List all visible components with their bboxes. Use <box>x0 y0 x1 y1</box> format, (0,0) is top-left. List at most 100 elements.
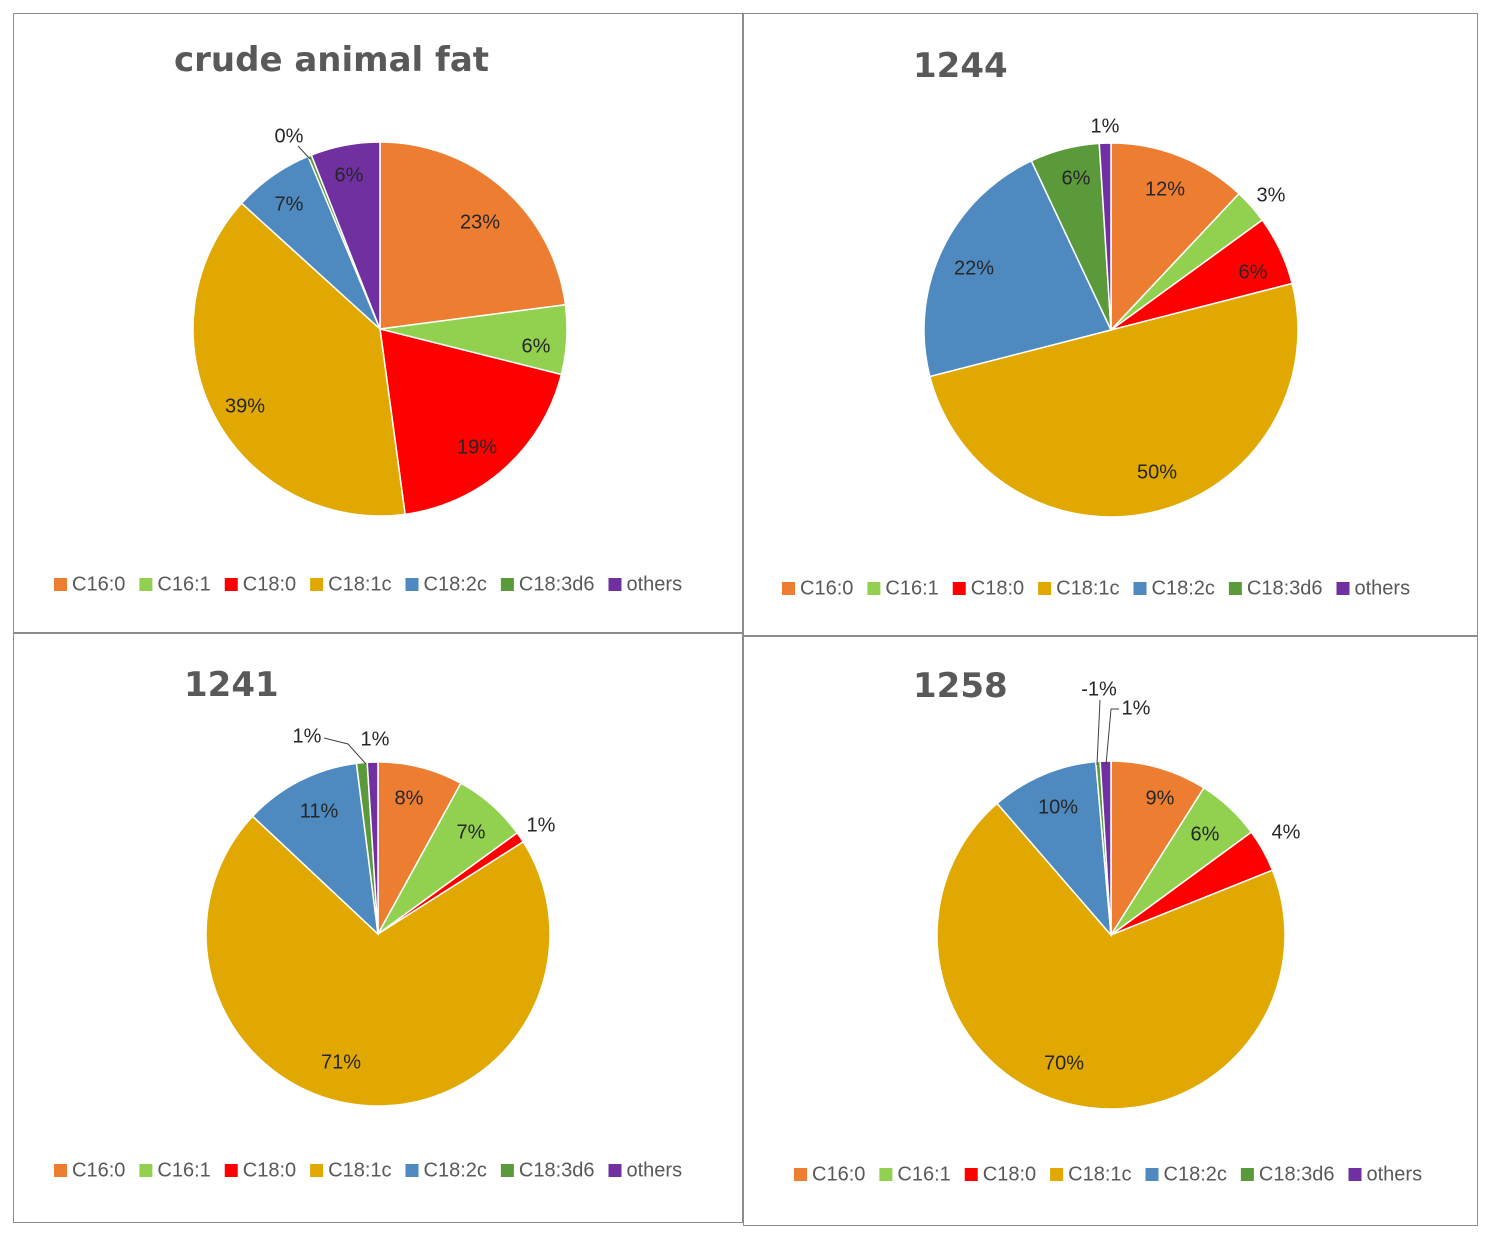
pie-slice-c16-0 <box>1110 142 1241 332</box>
data-label-c18-0: 19% <box>457 436 497 458</box>
pie-slice-c18-1c <box>192 202 406 517</box>
legend-swatch-c16-0 <box>54 578 67 591</box>
data-label-c18-3d6: 1% <box>293 725 322 747</box>
pie-slice-others <box>1099 760 1112 936</box>
data-label-c16-0: 8% <box>395 787 424 809</box>
legend-swatch-c18-1c <box>1038 582 1052 595</box>
legend-label-c16-0: C16:0 <box>812 1163 865 1185</box>
chart-panel-crude-animal-fat: crude animal fat 23% 6% 19% 39% 7% 0% 6% C16:0 C1… <box>13 13 743 633</box>
data-label-c18-1c: 39% <box>225 395 265 417</box>
legend-label-c18-1c: C18:1c <box>1056 577 1119 599</box>
leader-line <box>297 145 311 160</box>
legend-label-c18-2c: C18:2c <box>424 573 487 595</box>
legend-label-c18-2c: C18:2c <box>1164 1163 1227 1185</box>
legend-swatch-c18-2c <box>405 1164 419 1177</box>
legend-swatch-c16-1 <box>139 578 153 591</box>
legend-label-c18-1c: C18:1c <box>328 573 391 595</box>
legend-swatch-c18-2c <box>405 578 419 591</box>
data-label-c18-3d6: 6% <box>1062 167 1091 189</box>
legend: C16:0 C16:1 C18:0 C18:1c C18:2c C18:3d6 others <box>54 1159 682 1181</box>
data-label-others: 6% <box>335 164 364 186</box>
legend-label-others: others <box>627 1159 683 1181</box>
chart-panel-1244: 1244 12% 3% 6% 50% 22% 6% 1% C16:0 C16:1 C18:0 C18:… <box>743 13 1478 636</box>
chart-panel-1258: 1258 9% 6% 4% 70% 10% -1% 1% C16:0 C16:1 C18:0 C18:… <box>743 636 1478 1226</box>
legend-swatch-c18-0 <box>964 1168 978 1181</box>
data-label-c18-2c: 10% <box>1038 796 1078 818</box>
legend-label-c16-0: C16:0 <box>72 1159 125 1181</box>
legend-label-c18-3d6: C18:3d6 <box>519 1159 595 1181</box>
legend-label-c18-0: C18:0 <box>243 1159 296 1181</box>
legend-swatch-c16-0 <box>782 582 795 595</box>
data-label-others: 1% <box>361 728 390 750</box>
data-label-c18-0: 6% <box>1239 261 1268 283</box>
legend-swatch-c18-0 <box>952 582 966 595</box>
pie-slice-c16-0 <box>379 141 567 330</box>
data-label-c18-0: 4% <box>1272 821 1301 843</box>
data-label-c16-1: 6% <box>522 335 551 357</box>
data-label-c18-0: 1% <box>527 814 556 836</box>
chart-title: 1244 <box>913 46 1008 86</box>
legend-swatch-others <box>608 1164 622 1177</box>
legend-swatch-c18-3d6 <box>1240 1168 1254 1181</box>
pie-slice-c18-2c <box>996 760 1112 938</box>
pie-slice-others <box>310 141 381 330</box>
legend-swatch-c16-1 <box>867 582 881 595</box>
data-label-c16-1: 7% <box>457 821 486 843</box>
leader-line <box>1105 708 1119 766</box>
data-label-c18-2c: 7% <box>275 193 304 215</box>
legend-label-c18-2c: C18:2c <box>1152 577 1215 599</box>
pie-chart-svg: 1241 8% 7% 1% 71% 11% 1% 1% C16:0 C16:1 C18:0 C18:1… <box>54 665 682 1181</box>
pie-slice-others <box>1098 142 1112 331</box>
legend-swatch-c18-2c <box>1133 582 1147 595</box>
pie-slice-c18-1c <box>928 282 1299 518</box>
legend-swatch-c18-0 <box>224 1164 238 1177</box>
legend-swatch-c18-3d6 <box>500 578 514 591</box>
leader-line <box>1096 699 1101 766</box>
data-label-c16-0: 23% <box>460 211 500 233</box>
chart-title: 1241 <box>184 665 279 705</box>
chart-title: 1258 <box>913 666 1008 706</box>
chart-title: crude animal fat <box>174 40 489 80</box>
pie-chart-svg: 1258 9% 6% 4% 70% 10% -1%1% C16:0 C16:1 C18:0 C18:… <box>794 666 1423 1185</box>
data-label-c18-1c: 50% <box>1137 461 1177 483</box>
legend-swatch-c18-1c <box>1050 1168 1064 1181</box>
legend-label-others: others <box>627 573 683 595</box>
data-label-c18-1c: 70% <box>1044 1052 1084 1074</box>
data-label-others: 1% <box>1091 115 1120 137</box>
pie-slice-c18-2c <box>251 762 380 936</box>
legend-label-c16-0: C16:0 <box>72 573 125 595</box>
data-label-c18-2c: 22% <box>954 257 994 279</box>
legend: C16:0 C16:1 C18:0 C18:1c C18:2c C18:3d6 others <box>54 573 682 595</box>
legend-label-c16-1: C16:1 <box>157 573 210 595</box>
pie-slice-c16-0 <box>1110 760 1205 938</box>
legend-label-c18-0: C18:0 <box>971 577 1024 599</box>
legend-swatch-c16-0 <box>794 1168 807 1181</box>
data-label-c16-1: 6% <box>1191 823 1220 845</box>
pie-slice-c18-2c <box>923 159 1113 378</box>
legend-label-c18-3d6: C18:3d6 <box>519 573 595 595</box>
legend-label-c18-3d6: C18:3d6 <box>1247 577 1323 599</box>
pie-slice-c18-0 <box>379 328 563 516</box>
legend-swatch-c18-1c <box>310 1164 324 1177</box>
data-label-c18-1c: 71% <box>321 1051 361 1073</box>
legend-label-c18-0: C18:0 <box>243 573 296 595</box>
data-label-c16-0: 9% <box>1146 787 1175 809</box>
legend-swatch-c18-1c <box>310 578 324 591</box>
legend-label-c18-3d6: C18:3d6 <box>1259 1163 1335 1185</box>
legend-label-c18-1c: C18:1c <box>1068 1163 1131 1185</box>
data-label-others: 1% <box>1122 697 1151 719</box>
pie-slice-c18-1c <box>205 815 551 1107</box>
legend-label-c18-1c: C18:1c <box>328 1159 391 1181</box>
legend-swatch-c16-1 <box>879 1168 893 1181</box>
legend-swatch-c18-0 <box>224 578 238 591</box>
legend-label-c16-1: C16:1 <box>897 1163 950 1185</box>
legend-label-c16-1: C16:1 <box>157 1159 210 1181</box>
data-label-c18-3d6: 0% <box>275 125 304 147</box>
legend-swatch-others <box>608 578 622 591</box>
leader-line <box>323 737 367 765</box>
legend: C16:0 C16:1 C18:0 C18:1c C18:2c C18:3d6 others <box>782 577 1410 599</box>
data-label-c18-3d6: -1% <box>1081 678 1117 700</box>
data-label-c16-0: 12% <box>1145 178 1185 200</box>
legend-label-others: others <box>1367 1163 1423 1185</box>
